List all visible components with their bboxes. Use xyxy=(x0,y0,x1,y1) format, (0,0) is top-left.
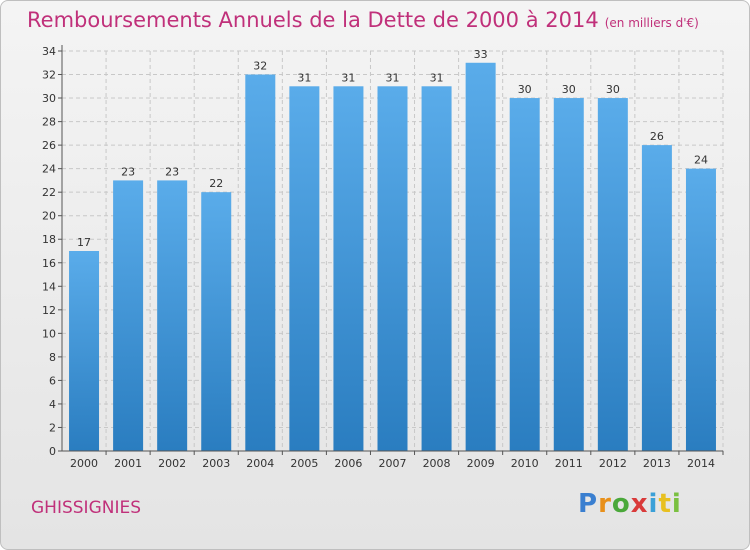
y-tick-label-34: 34 xyxy=(42,45,56,58)
bar-2007 xyxy=(377,86,408,451)
x-tick-label-2002: 2002 xyxy=(158,457,186,470)
bar-2012 xyxy=(597,98,628,451)
bar-2001 xyxy=(113,180,144,452)
bar-2013 xyxy=(641,145,672,451)
y-tick-label-12: 12 xyxy=(42,304,56,317)
proxiti-logo: Proxiti xyxy=(578,489,682,519)
y-tick-label-32: 32 xyxy=(42,69,56,82)
data-label-2013: 26 xyxy=(650,130,664,143)
data-label-2002: 23 xyxy=(165,165,179,178)
data-label-2011: 30 xyxy=(562,83,576,96)
bars: 17 23 23 22 32 31 31 31 31 33 30 30 30 26 24 xyxy=(69,48,716,452)
x-tick-label-2012: 2012 xyxy=(599,457,627,470)
y-tick-label-20: 20 xyxy=(42,210,56,223)
data-label-2009: 33 xyxy=(474,48,488,61)
logo-letter-6: i xyxy=(671,489,682,519)
y-tick-label-6: 6 xyxy=(49,374,56,387)
x-tick-label-2006: 2006 xyxy=(334,457,362,470)
data-label-2008: 31 xyxy=(430,71,444,84)
x-tick-label-2001: 2001 xyxy=(114,457,142,470)
y-tick-label-24: 24 xyxy=(42,163,56,176)
y-tick-label-2: 2 xyxy=(49,421,56,434)
logo-letter-5: t xyxy=(658,489,672,519)
data-label-2014: 24 xyxy=(694,154,708,167)
bar-2014 xyxy=(685,168,716,451)
data-label-2000: 17 xyxy=(77,236,91,249)
y-tick-label-28: 28 xyxy=(42,116,56,129)
chart-unit-label: (en milliers d'€) xyxy=(604,16,699,30)
x-tick-label-2003: 2003 xyxy=(202,457,230,470)
chart-title-text: Remboursements Annuels de la Dette de 20… xyxy=(27,8,599,32)
commune-name: GHISSIGNIES xyxy=(31,498,142,518)
x-tick-label-2014: 2014 xyxy=(687,457,715,470)
x-tick-label-2007: 2007 xyxy=(379,457,407,470)
y-tick-label-26: 26 xyxy=(42,139,56,152)
logo-letter-4: i xyxy=(648,489,659,519)
data-label-2004: 32 xyxy=(253,60,267,73)
y-tick-label-30: 30 xyxy=(42,92,56,105)
logo-letter-3: x xyxy=(630,489,649,519)
bar-2002 xyxy=(157,180,188,452)
x-tick-label-2008: 2008 xyxy=(423,457,451,470)
y-tick-label-8: 8 xyxy=(49,351,56,364)
x-tick-label-2009: 2009 xyxy=(467,457,495,470)
data-label-2003: 22 xyxy=(209,177,223,190)
bar-2008 xyxy=(421,86,452,451)
y-tick-label-22: 22 xyxy=(42,186,56,199)
logo-letter-0: P xyxy=(578,489,599,519)
x-tick-label-2011: 2011 xyxy=(555,457,583,470)
bar-2004 xyxy=(245,74,276,451)
data-label-2001: 23 xyxy=(121,165,135,178)
x-tick-label-2000: 2000 xyxy=(70,457,98,470)
y-tick-label-0: 0 xyxy=(49,445,56,458)
x-tick-label-2013: 2013 xyxy=(643,457,671,470)
bar-2005 xyxy=(289,86,320,451)
logo-letter-1: r xyxy=(598,489,612,519)
data-label-2012: 30 xyxy=(606,83,620,96)
bar-2010 xyxy=(509,98,540,451)
data-label-2010: 30 xyxy=(518,83,532,96)
y-tick-label-18: 18 xyxy=(42,233,56,246)
bar-2000 xyxy=(69,251,100,451)
y-tick-label-16: 16 xyxy=(42,257,56,270)
x-tick-label-2010: 2010 xyxy=(511,457,539,470)
data-label-2005: 31 xyxy=(297,71,311,84)
y-tick-label-4: 4 xyxy=(49,398,56,411)
bar-2003 xyxy=(201,192,232,452)
x-tick-label-2005: 2005 xyxy=(290,457,318,470)
chart-title: Remboursements Annuels de la Dette de 20… xyxy=(27,8,699,32)
bar-2009 xyxy=(465,62,496,451)
x-tick-label-2004: 2004 xyxy=(246,457,274,470)
data-label-2006: 31 xyxy=(341,71,355,84)
bar-2006 xyxy=(333,86,364,451)
bar-2011 xyxy=(553,98,584,451)
logo-letter-2: o xyxy=(611,489,631,519)
data-label-2007: 31 xyxy=(386,71,400,84)
y-tick-label-10: 10 xyxy=(42,327,56,340)
y-tick-label-14: 14 xyxy=(42,280,56,293)
